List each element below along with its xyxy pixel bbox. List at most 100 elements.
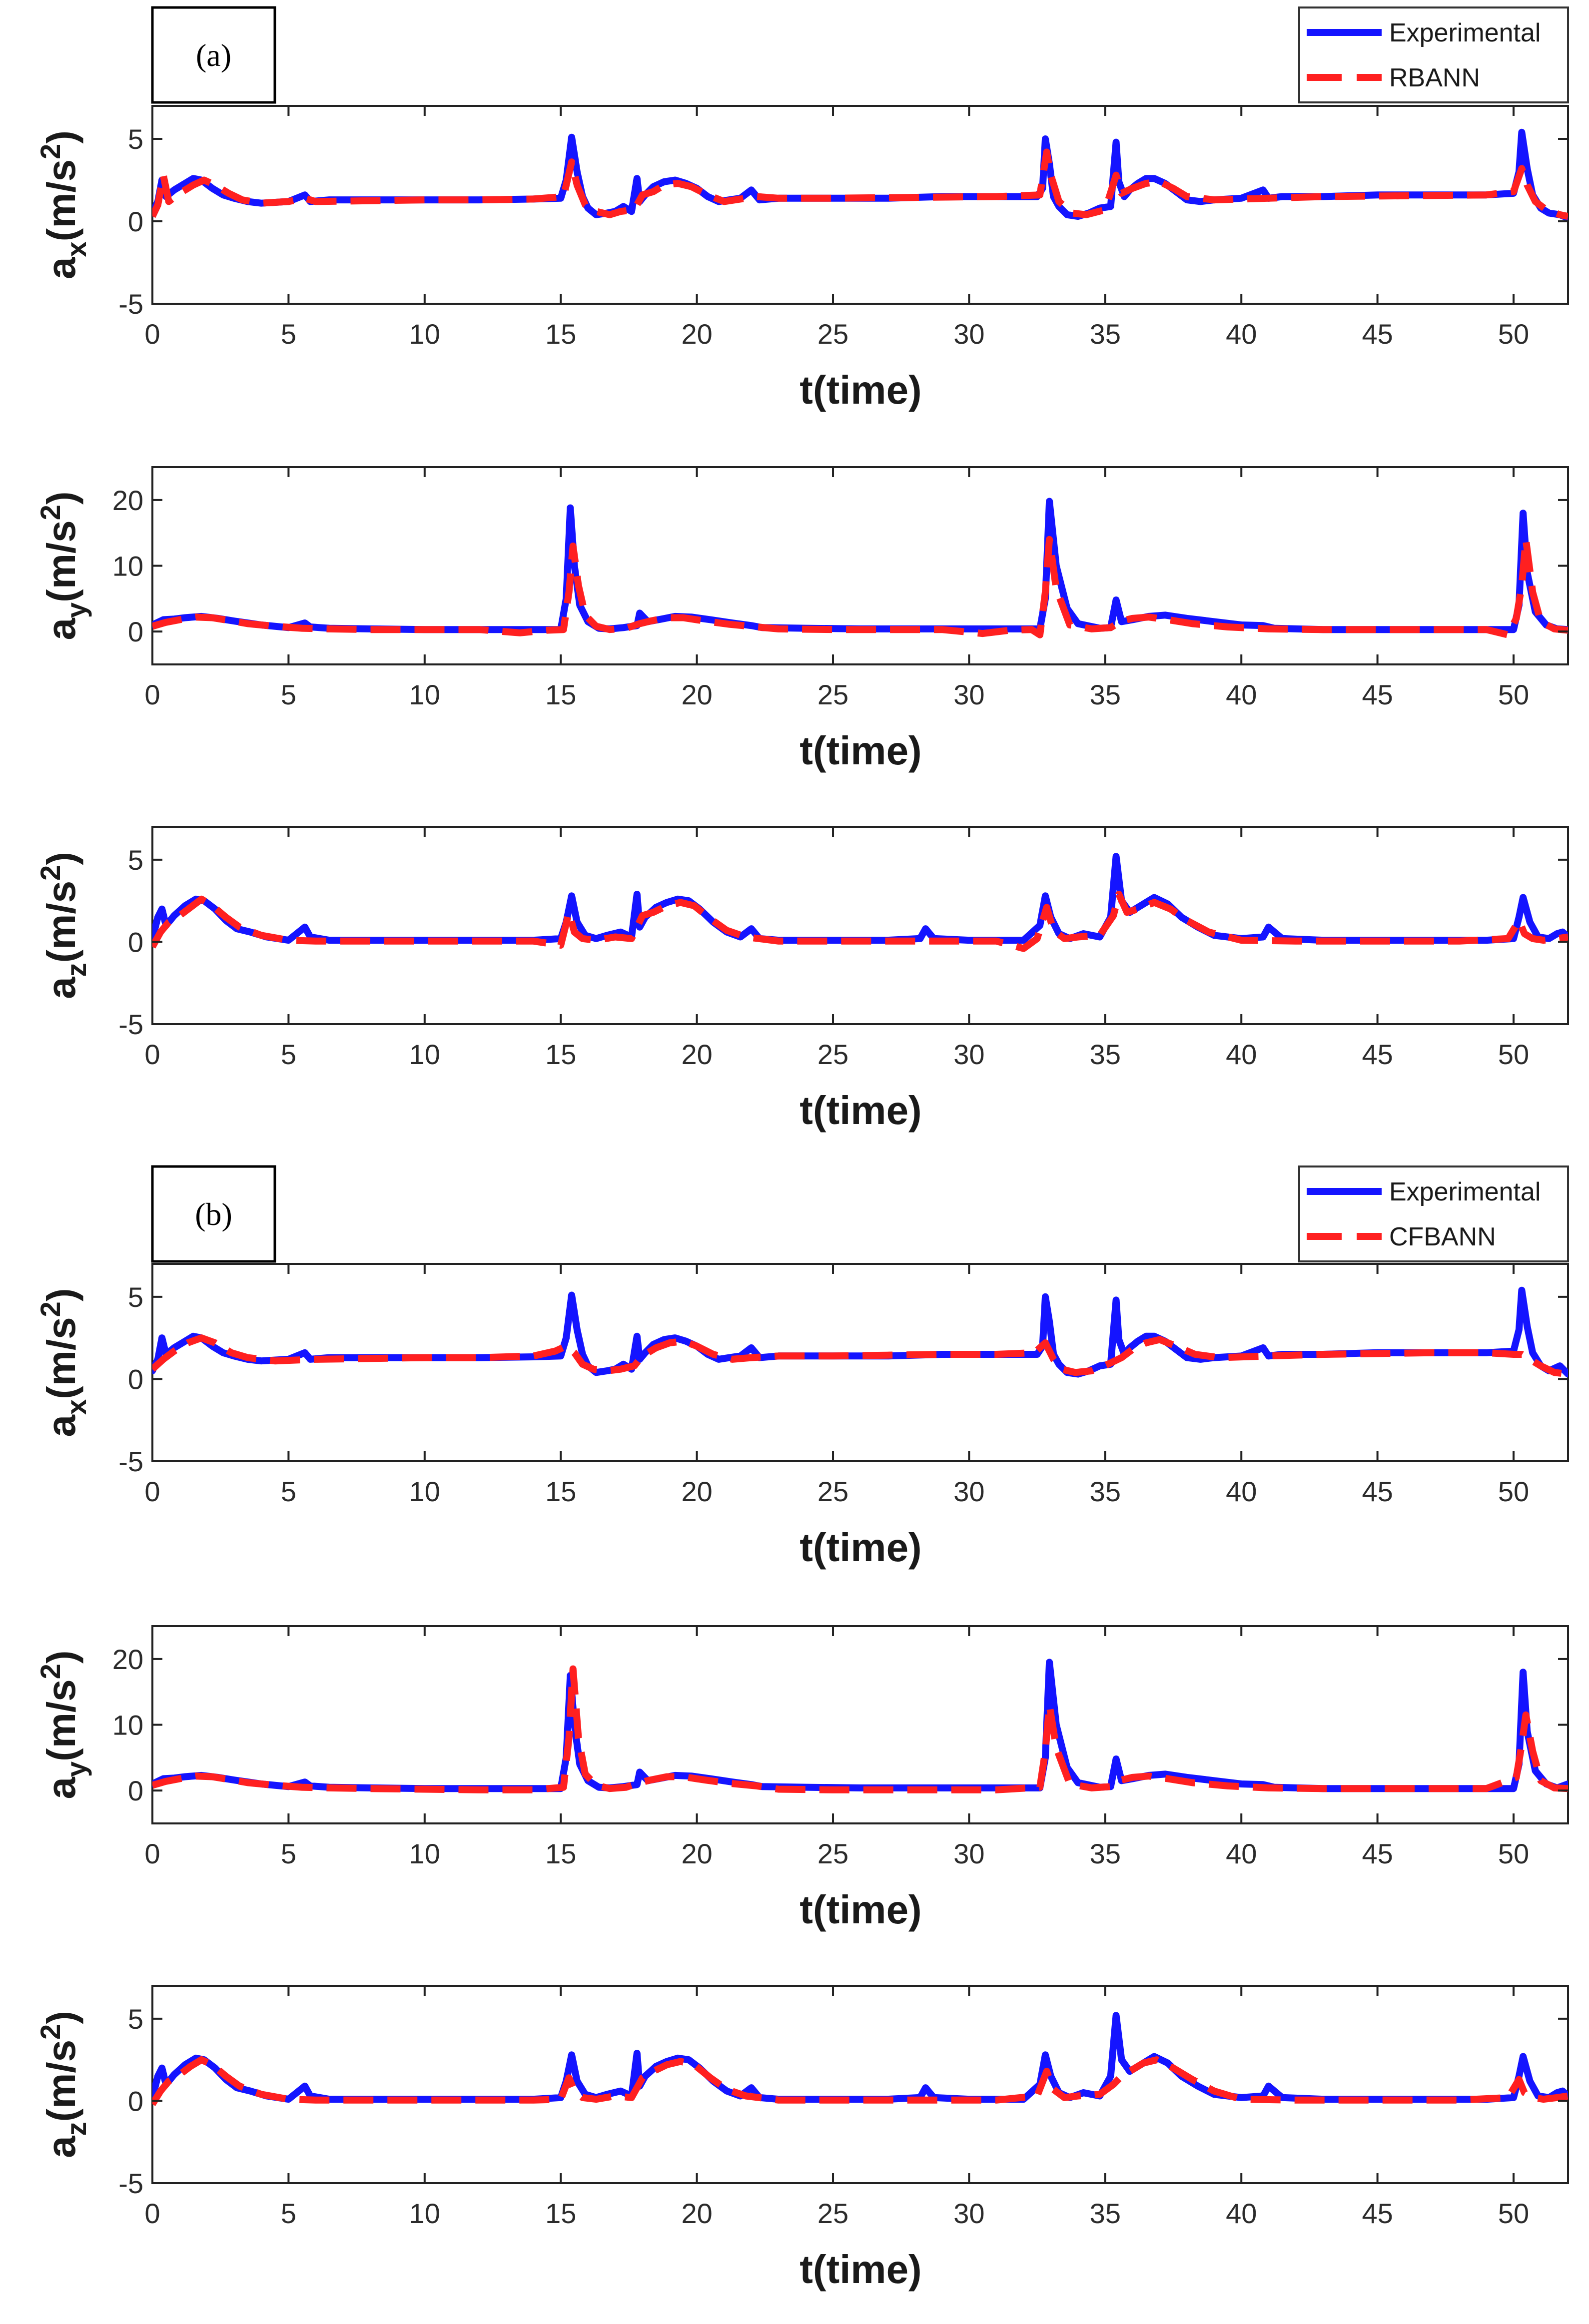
x-tick-label: 5 bbox=[281, 1838, 296, 1869]
legend-label: CFBANN bbox=[1389, 1222, 1496, 1251]
x-tick-label: 45 bbox=[1362, 2198, 1393, 2229]
predicted-series-line bbox=[152, 1665, 1568, 1793]
x-tick-label: 25 bbox=[817, 318, 848, 350]
y-axis-label: az(m/s2) bbox=[34, 2011, 92, 2158]
x-tick-label: 15 bbox=[545, 1838, 576, 1869]
chart-panel: 0 5 10 15 20 25 30 35 40 45 50 0 10 20 t(time) ay(m/s2) bbox=[34, 466, 1569, 773]
y-axis-label: ay(m/s2) bbox=[34, 1651, 92, 1799]
legend-box bbox=[1298, 6, 1569, 103]
x-tick-label: 5 bbox=[281, 2198, 296, 2229]
x-tick-label: 20 bbox=[681, 1838, 712, 1869]
y-tick-label: 5 bbox=[128, 844, 143, 876]
x-tick-label: 30 bbox=[953, 679, 984, 710]
x-tick-label: 20 bbox=[681, 1039, 712, 1070]
x-tick-label: 20 bbox=[681, 1476, 712, 1507]
plot-area bbox=[151, 105, 1569, 305]
y-tick-label: 0 bbox=[128, 616, 143, 647]
x-tick-label: 40 bbox=[1226, 1838, 1257, 1869]
x-tick-label: 25 bbox=[817, 1838, 848, 1869]
chart-panel: 0 5 10 15 20 25 30 35 40 45 50 0 10 20 t(time) ay(m/s2) bbox=[34, 1625, 1569, 1932]
x-tick-label: 50 bbox=[1498, 1476, 1529, 1507]
y-tick-label: 5 bbox=[128, 2003, 143, 2035]
x-tick-label: 35 bbox=[1090, 1039, 1121, 1070]
x-tick-label: 30 bbox=[953, 318, 984, 350]
y-tick-label: 0 bbox=[128, 206, 143, 237]
predicted-series-line bbox=[152, 148, 1568, 220]
panel-label-box bbox=[151, 1165, 276, 1263]
x-axis-label: t(time) bbox=[799, 1525, 921, 1570]
x-tick-label: 45 bbox=[1362, 1838, 1393, 1869]
x-tick-label: 45 bbox=[1362, 1476, 1393, 1507]
x-axis-label: t(time) bbox=[799, 1887, 921, 1932]
x-tick-label: 5 bbox=[281, 1039, 296, 1070]
y-tick-label: 10 bbox=[112, 551, 143, 582]
predicted-series-line bbox=[152, 536, 1568, 638]
x-tick-label: 45 bbox=[1362, 1039, 1393, 1070]
x-tick-label: 15 bbox=[545, 679, 576, 710]
panel-label: (a) bbox=[196, 37, 231, 73]
y-tick-label: 0 bbox=[128, 1775, 143, 1806]
x-tick-label: 0 bbox=[144, 1476, 160, 1507]
y-tick-label: 0 bbox=[128, 1363, 143, 1395]
x-axis-label: t(time) bbox=[799, 728, 921, 773]
x-tick-label: 10 bbox=[409, 2198, 440, 2229]
panel-label-box bbox=[151, 6, 276, 104]
y-tick-label: -5 bbox=[118, 1009, 143, 1040]
predicted-series-line bbox=[152, 2056, 1568, 2106]
x-tick-label: 50 bbox=[1498, 1039, 1529, 1070]
plot-area bbox=[151, 1263, 1569, 1462]
x-axis-label: t(time) bbox=[799, 368, 921, 412]
x-tick-label: 10 bbox=[409, 679, 440, 710]
x-tick-label: 10 bbox=[409, 1838, 440, 1869]
x-tick-label: 50 bbox=[1498, 2198, 1529, 2229]
x-tick-label: 0 bbox=[144, 679, 160, 710]
x-tick-label: 40 bbox=[1226, 318, 1257, 350]
x-tick-label: 30 bbox=[953, 1838, 984, 1869]
x-tick-label: 40 bbox=[1226, 1039, 1257, 1070]
x-tick-label: 15 bbox=[545, 1039, 576, 1070]
y-tick-label: 0 bbox=[128, 2085, 143, 2117]
x-axis-label: t(time) bbox=[799, 1088, 921, 1133]
x-tick-label: 0 bbox=[144, 1838, 160, 1869]
predicted-series-line bbox=[152, 891, 1568, 952]
x-tick-label: 35 bbox=[1090, 679, 1121, 710]
x-tick-label: 40 bbox=[1226, 679, 1257, 710]
plot-area bbox=[151, 1985, 1569, 2184]
y-tick-label: 0 bbox=[128, 926, 143, 958]
x-tick-label: 25 bbox=[817, 679, 848, 710]
x-tick-label: 35 bbox=[1090, 1476, 1121, 1507]
x-tick-label: 50 bbox=[1498, 1838, 1529, 1869]
plot-area bbox=[151, 826, 1569, 1025]
x-tick-label: 35 bbox=[1090, 318, 1121, 350]
legend-label: RBANN bbox=[1389, 63, 1480, 92]
x-tick-label: 20 bbox=[681, 318, 712, 350]
y-tick-label: 5 bbox=[128, 123, 143, 155]
x-tick-label: 20 bbox=[681, 679, 712, 710]
x-tick-label: 45 bbox=[1362, 679, 1393, 710]
x-tick-label: 15 bbox=[545, 318, 576, 350]
x-tick-label: 0 bbox=[144, 1039, 160, 1070]
x-tick-label: 5 bbox=[281, 318, 296, 350]
x-tick-label: 5 bbox=[281, 679, 296, 710]
y-tick-label: 20 bbox=[112, 1644, 143, 1675]
x-tick-label: 30 bbox=[953, 2198, 984, 2229]
x-axis-label: t(time) bbox=[799, 2247, 921, 2292]
y-tick-label: 20 bbox=[112, 485, 143, 516]
x-tick-label: 15 bbox=[545, 1476, 576, 1507]
x-tick-label: 20 bbox=[681, 2198, 712, 2229]
y-axis-label: ay(m/s2) bbox=[34, 492, 92, 640]
plot-area bbox=[151, 1625, 1569, 1824]
y-axis-label: az(m/s2) bbox=[34, 852, 92, 999]
x-tick-label: 0 bbox=[144, 2198, 160, 2229]
y-tick-label: 10 bbox=[112, 1710, 143, 1741]
plot-area bbox=[151, 466, 1569, 665]
x-tick-label: 15 bbox=[545, 2198, 576, 2229]
x-tick-label: 5 bbox=[281, 1476, 296, 1507]
x-tick-label: 40 bbox=[1226, 2198, 1257, 2229]
x-tick-label: 10 bbox=[409, 1476, 440, 1507]
y-tick-label: -5 bbox=[118, 2168, 143, 2199]
y-tick-label: 5 bbox=[128, 1281, 143, 1313]
